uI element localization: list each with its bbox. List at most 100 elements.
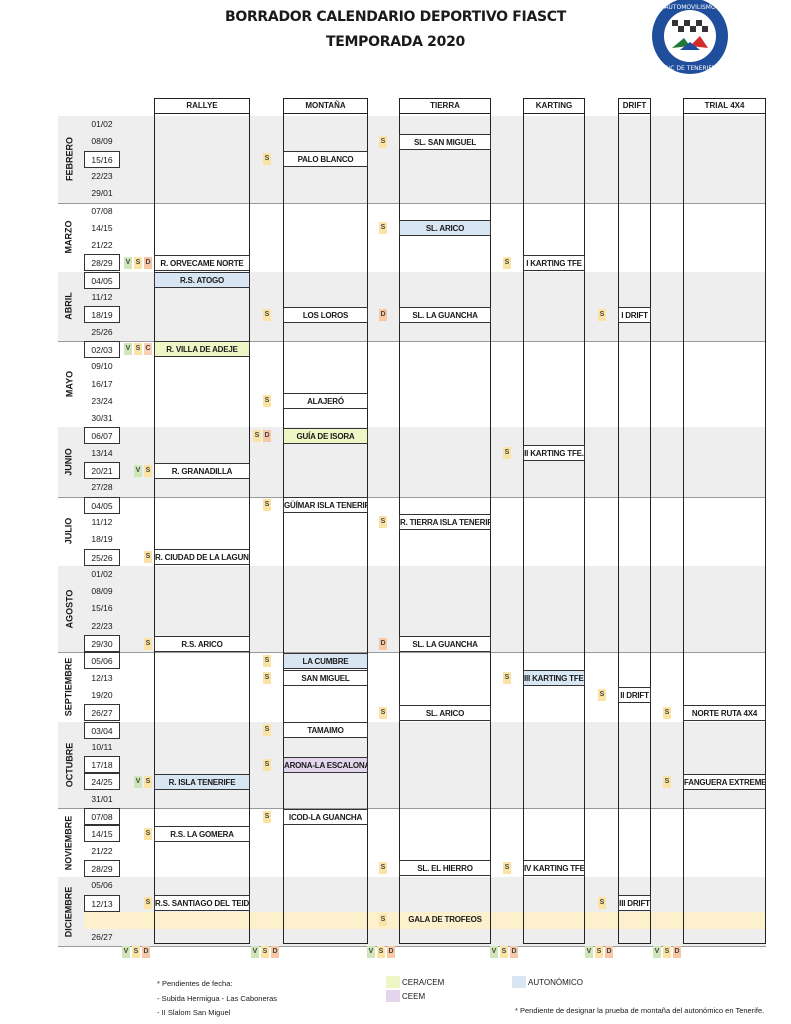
- event-cell: R.S. SANTIAGO DEL TEIDE: [154, 895, 250, 911]
- event-cell: LOS LOROS: [283, 306, 368, 323]
- month-band: [58, 116, 766, 203]
- week-date: 01/02: [91, 568, 113, 579]
- week-date: 28/29: [84, 254, 120, 272]
- legend-swatch-ceem: [386, 990, 400, 1002]
- page-subtitle: TEMPORADA 2020: [326, 34, 465, 50]
- event-cell: III DRIFT: [618, 895, 651, 911]
- column-header: TIERRA: [430, 101, 460, 110]
- event-cell: R. CIUDAD DE LA LAGUNA: [154, 549, 250, 565]
- week-date: 25/26: [91, 326, 113, 337]
- column-header: RALLYE: [186, 101, 218, 110]
- pending-item: - II Slalom San Miguel: [157, 1008, 231, 1017]
- gala-band: [84, 911, 766, 930]
- event-cell: SL. LA GUANCHA: [399, 635, 491, 652]
- week-date: 18/19: [91, 534, 113, 545]
- week-date: 03/04: [84, 721, 120, 739]
- week-date: 02/03: [84, 340, 120, 358]
- event-cell: III KARTING TFE.: [523, 670, 585, 687]
- event-tag: S: [144, 775, 152, 788]
- month-label: ABRIL: [63, 292, 74, 321]
- bottom-tag: V: [585, 946, 593, 958]
- event-tag: S: [253, 429, 261, 442]
- week-date: 19/20: [91, 689, 113, 700]
- week-date: 14/15: [84, 825, 120, 843]
- month-separator: [58, 340, 766, 342]
- legend-swatch-cera: [386, 976, 400, 988]
- column-header-divider: [523, 113, 585, 114]
- month-separator: [58, 652, 766, 654]
- event-cell: I KARTING TFE: [523, 254, 585, 271]
- month-label: JULIO: [63, 517, 74, 545]
- event-cell: LA CUMBRE: [283, 652, 368, 669]
- event-tag: S: [598, 689, 606, 702]
- week-date: 12/13: [91, 672, 113, 683]
- bottom-tag: S: [663, 946, 671, 958]
- column-drift: [618, 98, 651, 944]
- event-cell: NORTE RUTA 4X4: [683, 704, 766, 721]
- event-tag: V: [124, 343, 132, 356]
- event-cell: ICOD-LA GUANCHA: [283, 808, 368, 825]
- bottom-tag: D: [510, 946, 518, 958]
- bottom-tag: V: [122, 946, 130, 958]
- column-header-divider: [683, 113, 766, 114]
- event-tag: V: [134, 775, 142, 788]
- federation-logo: S/C DE TENERIFE AUTOMOVILISMO: [652, 0, 728, 74]
- week-date: 08/09: [91, 136, 113, 147]
- event-tag: S: [379, 135, 387, 148]
- month-band: [58, 427, 766, 497]
- event-tag: S: [263, 153, 271, 166]
- event-cell: TAMAIMO: [283, 722, 368, 738]
- event-cell: ALAJERÓ: [283, 393, 368, 410]
- week-date: 23/24: [91, 395, 113, 406]
- column-header-divider: [618, 113, 651, 114]
- footer-note: * Pendiente de designar la prueba de mon…: [515, 1006, 765, 1015]
- month-label: NOVIEMBRE: [63, 815, 74, 870]
- week-date: 08/09: [91, 586, 113, 597]
- event-tag: S: [379, 914, 387, 927]
- week-date: 04/05: [84, 496, 120, 514]
- event-tag: S: [263, 672, 271, 685]
- week-date: 11/12: [91, 516, 113, 527]
- week-date: 30/31: [91, 413, 113, 424]
- month-separator: [58, 496, 766, 498]
- column-rallye: [154, 98, 250, 944]
- event-tag: S: [598, 308, 606, 321]
- event-tag: S: [379, 516, 387, 529]
- week-date: 29/30: [84, 635, 120, 652]
- event-cell: R. VILLA DE ADEJE: [154, 341, 250, 358]
- event-tag: V: [134, 464, 142, 477]
- legend-label-cera: CERA/CEM: [402, 978, 445, 987]
- event-tag: S: [263, 395, 271, 408]
- week-date: 26/27: [91, 932, 113, 943]
- event-cell: II KARTING TFE.: [523, 445, 585, 462]
- event-tag: S: [379, 222, 387, 235]
- event-tag: S: [503, 862, 511, 875]
- event-tag: S: [263, 758, 271, 771]
- column-header: TRIAL 4X4: [704, 101, 745, 110]
- week-date: 26/27: [84, 704, 120, 722]
- bottom-tag: V: [251, 946, 259, 958]
- event-tag: S: [379, 706, 387, 719]
- event-cell: GUÍA DE ISORA: [283, 427, 368, 444]
- pending-title: * Pendientes de fecha:: [157, 979, 233, 988]
- month-band: [58, 877, 766, 947]
- bottom-tag: S: [261, 946, 269, 958]
- event-cell: R. ISLA TENERIFE: [154, 773, 250, 790]
- svg-text:AUTOMOVILISMO: AUTOMOVILISMO: [664, 4, 716, 11]
- event-cell: SL. ARICO: [399, 220, 491, 237]
- event-tag: D: [144, 256, 152, 269]
- column-header: KARTING: [535, 101, 573, 110]
- event-tag: S: [263, 724, 271, 736]
- week-date: 07/08: [84, 808, 120, 825]
- column-header-divider: [283, 113, 368, 114]
- legend-label-autonomico: AUTONÓMICO: [528, 978, 583, 987]
- week-date: 07/08: [91, 205, 113, 216]
- event-cell: PALO BLANCO: [283, 151, 368, 168]
- event-tag: S: [134, 256, 142, 269]
- week-date: 31/01: [91, 793, 113, 804]
- svg-text:S/C DE TENERIFE: S/C DE TENERIFE: [664, 65, 715, 72]
- event-tag: S: [663, 706, 671, 719]
- column-trial-4x4: [683, 98, 766, 944]
- page-title: BORRADOR CALENDARIO DEPORTIVO FIASCT: [224, 9, 566, 25]
- week-date: 04/05: [84, 271, 120, 289]
